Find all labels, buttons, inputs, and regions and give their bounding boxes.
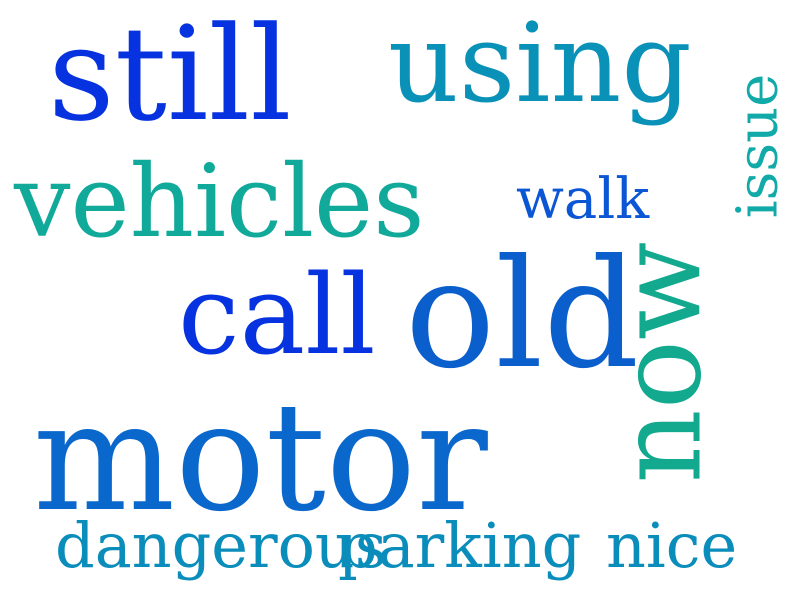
word-using: using <box>388 0 692 127</box>
word-walk: walk <box>516 167 650 232</box>
word-issue: issue <box>725 73 791 219</box>
word-nice: nice <box>606 509 738 582</box>
word-dangerous: dangerous <box>55 509 387 582</box>
word-motor: motor <box>33 371 488 545</box>
word-still: still <box>48 0 292 150</box>
word-old: old <box>405 228 640 402</box>
word-parking: parking <box>338 509 582 582</box>
word-call: call <box>178 251 376 379</box>
word-vehicles: vehicles <box>14 143 425 260</box>
word-now: now <box>593 241 728 484</box>
